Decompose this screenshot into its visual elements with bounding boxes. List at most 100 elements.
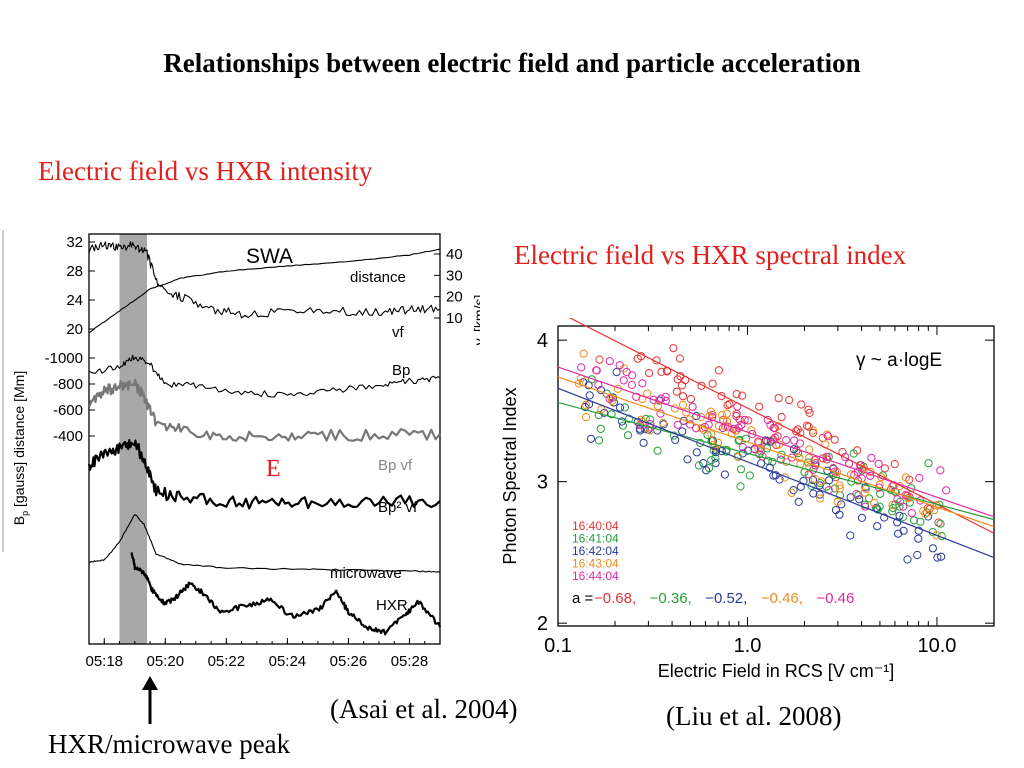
point-16-42-04 — [933, 553, 942, 562]
point-16-42-04 — [824, 476, 834, 485]
fit-line-16-41-04 — [557, 401, 995, 521]
left-tick-labels: 05:18 05:20 05:22 05:24 05:26 05:28 32 28 24 20 -1… — [45, 234, 463, 670]
point-16-44-04 — [936, 466, 945, 475]
x-tick-label-05-18: 05:18 — [85, 653, 123, 670]
point-16-41-04 — [707, 456, 716, 465]
point-16-41-04 — [864, 494, 874, 503]
point-16-44-04 — [632, 392, 641, 401]
point-16-44-04 — [686, 420, 695, 429]
arrow-head — [142, 676, 158, 690]
point-16-42-04 — [796, 482, 805, 491]
point-16-43-04 — [870, 498, 879, 507]
bp-tick-label-1000: -1000 — [45, 350, 83, 367]
point-16-42-04 — [720, 470, 729, 479]
point-16-42-04 — [899, 526, 908, 535]
right-plot-frame — [557, 325, 995, 627]
point-16-42-04 — [811, 461, 820, 470]
point-16-42-04 — [894, 529, 903, 538]
vf-tick-label-20: 20 — [446, 289, 463, 306]
point-16-44-04 — [852, 489, 861, 499]
point-16-43-04 — [722, 409, 731, 418]
y-tick-label-3: 3 — [537, 472, 548, 494]
point-16-42-04 — [615, 403, 625, 412]
point-16-40-04 — [669, 344, 678, 353]
point-16-43-04 — [888, 500, 897, 510]
point-16-44-04 — [790, 436, 799, 445]
point-16-43-04 — [706, 407, 716, 416]
point-16-41-04 — [905, 498, 914, 507]
right-y-axis-label: vf [km/s] — [471, 295, 480, 346]
point-16-42-04 — [815, 490, 824, 499]
point-16-42-04 — [585, 391, 594, 400]
x-tick-label-05-28: 05:28 — [391, 653, 429, 670]
scatter-points — [574, 344, 951, 564]
point-16-44-04 — [823, 432, 833, 441]
point-16-41-04 — [669, 431, 679, 440]
fit-line-16-43-04 — [557, 376, 995, 528]
point-16-42-04 — [702, 466, 711, 475]
point-16-44-04 — [867, 453, 876, 462]
x-tick-label-05-24: 05:24 — [269, 653, 307, 670]
left-chart-title: SWA — [246, 245, 293, 268]
point-16-43-04 — [717, 411, 727, 420]
point-16-40-04 — [725, 400, 734, 409]
fit-slope-16-40-04: −0.68, — [594, 590, 636, 607]
point-16-44-04 — [605, 357, 614, 366]
bp-axis-label: B — [11, 516, 27, 525]
bp-tick-label-400: -400 — [53, 428, 83, 445]
point-16-44-04 — [893, 495, 902, 504]
distance-tick-label-24: 24 — [66, 292, 83, 309]
point-16-44-04 — [627, 380, 636, 390]
point-16-44-04 — [841, 452, 850, 461]
point-16-41-04 — [849, 449, 858, 458]
point-16-44-04 — [857, 474, 866, 483]
point-16-42-04 — [937, 552, 946, 561]
x-tick-label-05-20: 05:20 — [147, 653, 185, 670]
point-16-44-04 — [889, 481, 898, 490]
point-16-40-04 — [805, 408, 814, 418]
vf-tick-label-30: 30 — [446, 267, 463, 284]
fit-label-prefix: a = — [572, 590, 594, 607]
point-16-43-04 — [658, 418, 668, 428]
point-16-43-04 — [823, 430, 832, 439]
point-16-42-04 — [815, 481, 824, 490]
point-16-41-04 — [711, 454, 720, 463]
point-16-43-04 — [860, 488, 869, 497]
point-16-44-04 — [766, 421, 775, 430]
highlight-band-rect — [119, 234, 147, 644]
point-16-40-04 — [633, 354, 642, 363]
point-16-42-04 — [873, 522, 882, 531]
point-16-42-04 — [808, 475, 818, 485]
left-subtitle: Electric field vs HXR intensity — [38, 156, 373, 186]
point-16-40-04 — [880, 464, 889, 473]
point-16-40-04 — [785, 396, 794, 405]
bp-tick-label-600: -600 — [53, 402, 83, 419]
distance-tick-label-20: 20 — [66, 321, 83, 338]
point-16-41-04 — [694, 461, 704, 470]
point-16-44-04 — [649, 395, 658, 405]
bp-axis-units: [gauss] distance [Mm] — [11, 371, 27, 511]
point-16-40-04 — [657, 367, 666, 377]
point-16-44-04 — [708, 413, 717, 422]
distance-tick-label-32: 32 — [66, 234, 83, 251]
point-16-41-04 — [596, 424, 605, 434]
fit-slope-16-44-04: −0.46 — [816, 590, 854, 607]
series-label-bp: Bp — [392, 362, 410, 379]
point-16-41-04 — [653, 446, 662, 455]
series-label-bp-vf: Bp vf — [378, 457, 413, 474]
point-16-40-04 — [830, 435, 839, 444]
point-16-42-04 — [914, 526, 923, 535]
series-hxr — [130, 552, 442, 636]
right-y-label: Photon Spectral Index — [500, 387, 520, 564]
point-16-44-04 — [810, 456, 819, 465]
left-plot-frame — [88, 233, 441, 645]
left-citation: (Asai et al. 2004) — [330, 694, 518, 724]
point-16-42-04 — [880, 513, 889, 522]
point-16-43-04 — [833, 497, 842, 507]
point-16-40-04 — [595, 355, 604, 364]
point-16-44-04 — [750, 445, 760, 454]
point-16-42-04 — [671, 435, 680, 445]
point-16-41-04 — [623, 431, 633, 440]
series-distance — [88, 248, 441, 334]
point-16-42-04 — [903, 555, 912, 564]
